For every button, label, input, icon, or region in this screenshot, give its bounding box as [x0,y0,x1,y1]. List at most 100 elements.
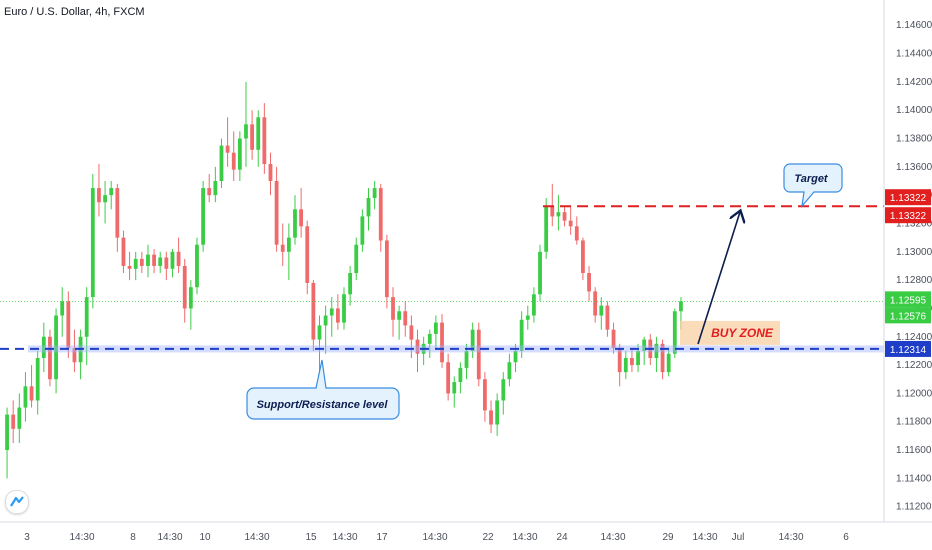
candle-body [476,329,481,380]
buy-zone-label: BUY ZONE [711,326,774,340]
candle-body [378,188,383,241]
candle-body [23,386,28,408]
candle-body [164,257,169,269]
candle-body [660,343,665,373]
candle-body [348,273,353,295]
candle-body [41,336,46,358]
candle-body [397,311,402,320]
candle-body [60,301,65,316]
candle-body [225,145,230,153]
candle-body [213,180,218,196]
candle-body [574,226,579,241]
price-tick-label: 1.14200 [896,77,932,88]
price-tick-label: 1.12000 [896,388,932,399]
time-tick-label: 14:30 [512,532,537,543]
candle-body [427,333,432,344]
candle-body [182,265,187,309]
time-tick-label: 14:30 [600,532,625,543]
price-tags: 1.13322 1.13322 1.12314 1.12595 1.12576 [885,189,931,357]
price-tag-label: 1.12576 [890,311,927,322]
candle-body [617,348,622,373]
candle-body [458,367,463,383]
candle-body [354,244,359,274]
time-tick-label: 14:30 [692,532,717,543]
price-axis[interactable]: 1.14600 1.14400 1.14200 1.14000 1.13800 1.136… [896,20,932,512]
price-tick-label: 1.11600 [896,445,932,456]
candle-body [538,251,542,295]
price-tick-label: 1.11800 [896,417,932,428]
support-callout[interactable]: Support/Resistance level [246,359,400,420]
candle-body [593,291,598,316]
candle-body [293,209,297,238]
tradingview-logo[interactable] [5,490,29,514]
candle-body [5,414,9,451]
time-tick-label: 14:30 [422,532,447,543]
candle-body [219,145,224,181]
candle-body [532,294,536,316]
candle-body [611,329,616,349]
candle-body [115,188,120,238]
candle-body [250,124,255,150]
candle-body [630,357,634,366]
candle-body [84,297,89,337]
candle-body [48,336,52,380]
candle-body [329,308,334,316]
price-tick-label: 1.12200 [896,360,932,371]
target-arrow[interactable] [697,212,740,345]
candle-body [519,319,524,351]
candle-body [372,188,377,198]
candle-body [109,188,114,196]
candle-body [562,212,567,221]
candle-body [446,362,451,394]
candle-body [440,322,444,363]
price-tag [885,291,931,308]
price-tag-label: 1.12314 [890,345,927,356]
target-callout[interactable]: Target [783,163,843,208]
candle-body [470,329,475,351]
target-label: Target [794,173,829,185]
price-tag-label: 1.13322 [890,211,927,222]
candlestick-series [5,81,683,479]
candle-body [623,357,628,373]
candle-body [231,152,236,170]
candle-body [201,188,205,245]
time-tick-label: 15 [305,532,317,543]
candle-body [464,350,469,368]
candle-body [127,265,132,269]
time-tick-label: 14:30 [332,532,357,543]
candle-body [103,195,107,203]
price-tag-label: 1.12595 [890,295,927,306]
time-tick-label: 14:30 [778,532,803,543]
candle-body [433,322,438,334]
time-tick-label: 8 [130,532,136,543]
candle-body [483,379,487,411]
candle-body [188,287,193,309]
candle-body [90,188,95,298]
price-tick-label: 1.14600 [896,20,932,31]
candle-body [17,407,22,429]
candle-body [133,258,138,269]
candle-body [176,251,181,266]
price-tick-label: 1.13200 [896,218,932,229]
candle-body [403,311,408,326]
candle-body [280,244,285,252]
candle-body [489,410,493,425]
candle-body [323,315,328,326]
buy-zone-box[interactable] [680,320,780,345]
price-tag [885,207,931,224]
candle-body [409,325,414,340]
price-tag-label: 1.13322 [890,193,927,204]
candle-body [605,305,610,330]
candle-body [237,138,242,170]
time-axis[interactable]: 3 14:30 8 14:30 10 14:30 15 14:30 17 14:30 22 14:30… [24,532,849,543]
candle-body [256,117,261,150]
candle-body [666,353,671,373]
candle-body [286,237,291,252]
price-tick-label: 1.13600 [896,162,932,173]
time-tick-label: 6 [843,532,849,543]
candle-body [391,297,395,320]
candle-body [525,315,530,320]
price-tick-label: 1.14400 [896,49,932,60]
price-tick-label: 1.13800 [896,134,932,145]
